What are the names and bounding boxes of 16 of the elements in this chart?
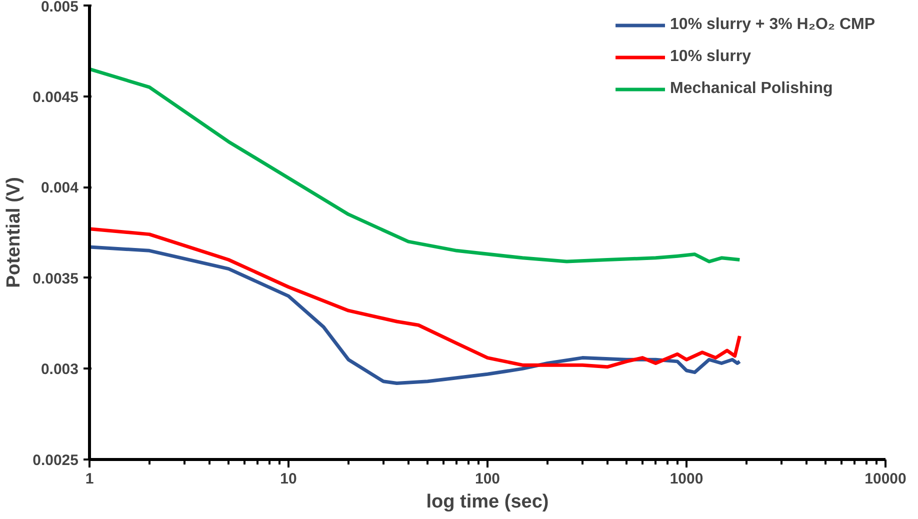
y-tick-label: 0.0035 (32, 270, 79, 288)
x-tick-label: 100 (474, 470, 500, 488)
x-tick-label: 10 (280, 470, 297, 488)
x-axis-title: log time (sec) (426, 492, 549, 512)
y-tick-label: 0.0025 (32, 452, 79, 469)
y-tick-label: 0.005 (40, 0, 79, 16)
y-tick-label: 0.003 (40, 361, 79, 378)
y-tick-label: 0.0045 (32, 88, 79, 106)
legend-label: 10% slurry + 3% H₂O₂ CMP (670, 16, 875, 34)
x-tick-label: 1000 (670, 470, 704, 488)
legend-label: 10% slurry (670, 48, 751, 66)
x-tick-label: 10000 (864, 470, 906, 488)
x-tick-label: 1 (85, 470, 94, 488)
y-tick-label: 0.004 (40, 180, 80, 197)
y-axis-title: Potential (V) (4, 177, 25, 288)
legend-label: Mechanical Polishing (670, 80, 833, 98)
